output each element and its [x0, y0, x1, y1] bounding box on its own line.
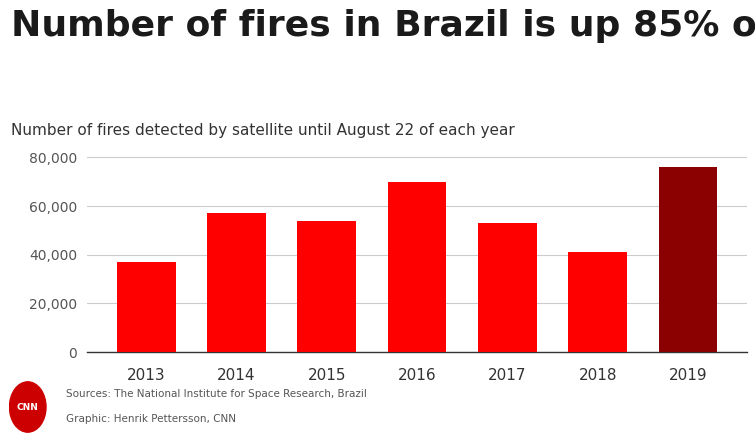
Bar: [388, 182, 446, 352]
Text: Graphic: Henrik Pettersson, CNN: Graphic: Henrik Pettersson, CNN: [66, 414, 236, 424]
Bar: [478, 223, 537, 352]
Bar: [207, 213, 266, 352]
Text: CNN: CNN: [17, 403, 39, 411]
Bar: [569, 252, 627, 352]
Bar: [117, 262, 176, 352]
Text: Sources: The National Institute for Space Research, Brazil: Sources: The National Institute for Spac…: [66, 389, 368, 400]
Bar: [658, 167, 717, 352]
Text: Number of fires detected by satellite until August 22 of each year: Number of fires detected by satellite un…: [11, 123, 515, 138]
Text: Number of fires in Brazil is up 85% on last year: Number of fires in Brazil is up 85% on l…: [11, 9, 755, 43]
Bar: [297, 220, 356, 352]
Circle shape: [10, 382, 46, 432]
